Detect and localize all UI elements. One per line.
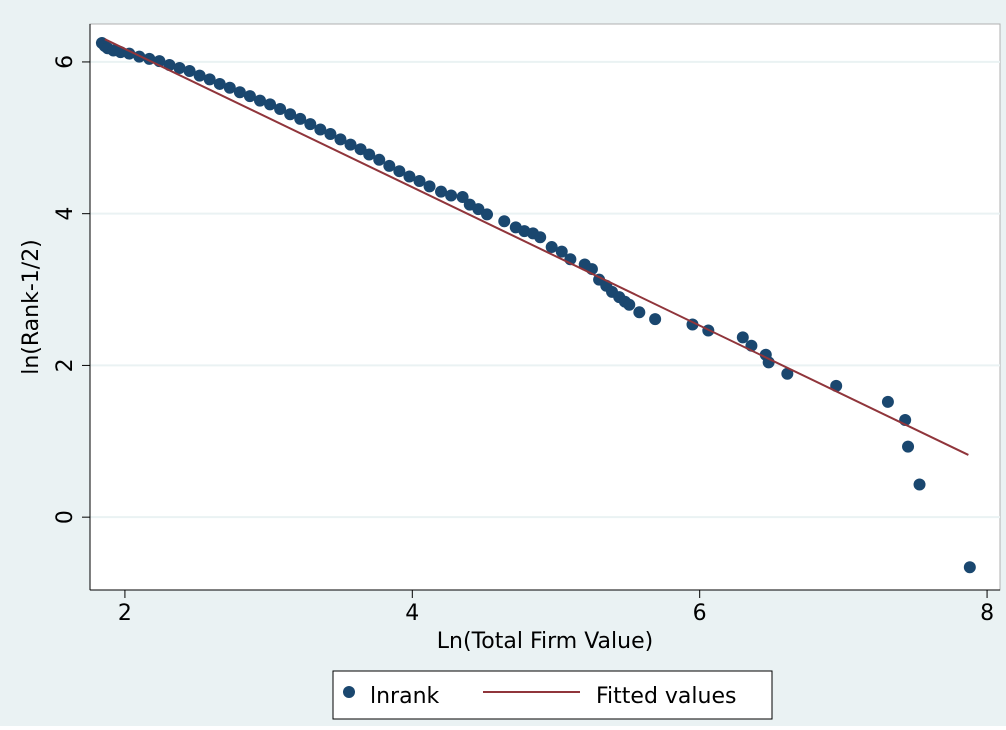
scatter-point	[781, 367, 794, 380]
scatter-point	[253, 94, 266, 107]
scatter-point	[472, 203, 485, 216]
scatter-point	[498, 215, 511, 228]
scatter-point	[314, 123, 327, 136]
scatter-point	[274, 102, 287, 115]
y-tick-label: 6	[53, 55, 78, 69]
scatter-point	[963, 561, 976, 574]
x-axis-label: Ln(Total Firm Value)	[437, 629, 653, 654]
y-tick-label: 2	[53, 358, 78, 372]
scatter-point	[445, 189, 458, 202]
scatter-point	[344, 138, 357, 151]
scatter-point	[555, 245, 568, 258]
scatter-point	[233, 86, 246, 99]
x-tick-label: 2	[118, 601, 132, 626]
scatter-point	[534, 231, 547, 244]
plot-area	[89, 23, 1001, 591]
scatter-point	[284, 108, 297, 121]
scatter-point	[383, 159, 396, 172]
scatter-point	[324, 128, 337, 141]
scatter-point	[902, 440, 915, 453]
scatter-point	[223, 81, 236, 94]
x-tick-label: 8	[980, 601, 994, 626]
scatter-point	[423, 180, 436, 193]
legend-marker	[343, 686, 355, 698]
scatter-point	[294, 112, 307, 125]
scatter-point	[413, 175, 426, 188]
scatter-point	[393, 165, 406, 178]
scatter-point	[623, 298, 636, 311]
scatter-point	[193, 69, 206, 82]
scatter-point	[456, 190, 469, 203]
scatter-point	[173, 62, 186, 75]
y-axis-label: ln(Rank-1/2)	[19, 239, 44, 375]
x-tick-label: 6	[693, 601, 707, 626]
scatter-point	[435, 185, 448, 198]
legend	[332, 670, 773, 720]
scatter-point	[649, 313, 662, 326]
scatter-point	[373, 153, 386, 166]
legend-label: lnrank	[370, 684, 440, 709]
scatter-point	[213, 77, 226, 90]
y-tick-label: 0	[53, 510, 78, 524]
scatter-point	[334, 133, 347, 146]
scatter-point	[481, 208, 494, 221]
scatter-point	[354, 143, 367, 156]
x-tick-label: 4	[405, 601, 419, 626]
scatter-point	[203, 73, 216, 86]
y-tick-label: 4	[53, 207, 78, 221]
scatter-point	[545, 241, 558, 254]
scatter-point	[183, 65, 196, 78]
scatter-point	[736, 331, 749, 344]
scatter-point	[304, 118, 317, 131]
fitted-line	[104, 38, 969, 456]
scatter-point	[363, 148, 376, 161]
scatter-point	[243, 90, 256, 103]
scatter-point	[403, 170, 416, 183]
scatter-point	[913, 478, 926, 491]
scatter-point	[264, 98, 277, 111]
scatter-point	[633, 306, 646, 319]
legend-label: Fitted values	[596, 684, 736, 709]
scatter-point	[881, 395, 894, 408]
